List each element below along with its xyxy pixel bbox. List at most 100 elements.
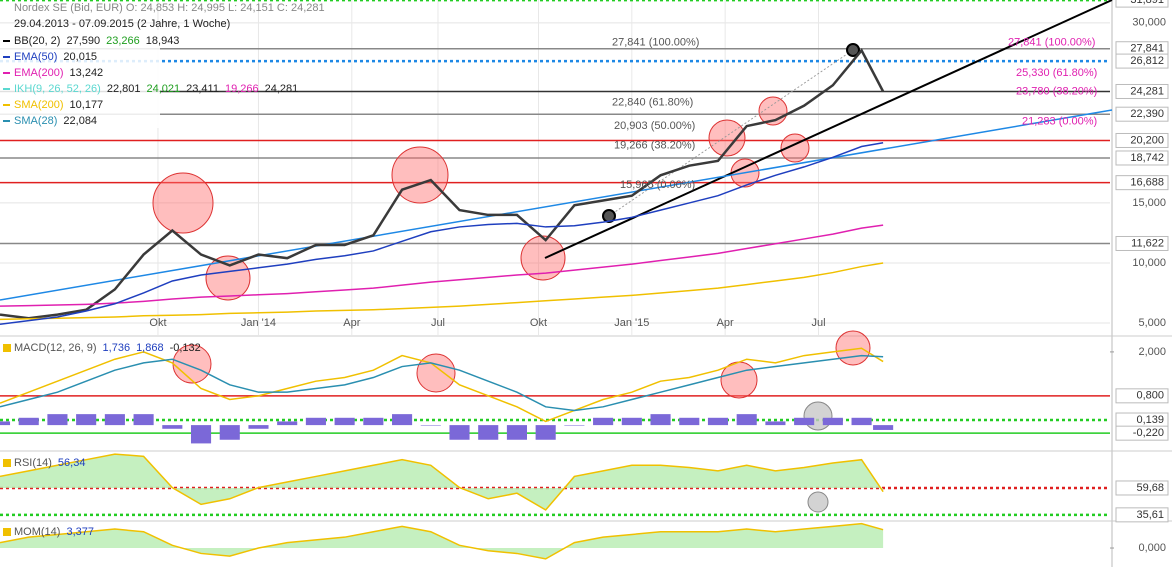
panel-title: MOM(14) (14, 526, 60, 538)
x-tick-label: Okt (149, 317, 166, 329)
fib-annotation: 20,903 (50.00%) (614, 120, 695, 132)
fib-annotation: 15,965 (0.00%) (620, 179, 695, 191)
level-label-box (1115, 53, 1169, 69)
histogram-bar (420, 425, 441, 426)
level-label: 16,688 (1130, 177, 1164, 189)
histogram-bar (765, 421, 786, 426)
level-label: 27,841 (1130, 43, 1164, 55)
histogram-bar (794, 417, 815, 426)
histogram-bar (449, 425, 470, 440)
level-label-box (1115, 0, 1169, 8)
signal-circle (803, 401, 833, 431)
level-label-box (1115, 132, 1169, 148)
level-label: 59,68 (1136, 482, 1164, 494)
legend-value: 19,266 (225, 83, 259, 95)
histogram-bar (219, 425, 240, 440)
legend-value: 3,377 (66, 526, 94, 538)
histogram-bar (851, 417, 872, 426)
legend-value: 13,242 (70, 67, 104, 79)
level-label-box (1115, 235, 1169, 251)
legend-value: 22,801 (107, 83, 141, 95)
x-tick-label: Apr (717, 317, 734, 329)
level-label-box (1115, 425, 1169, 441)
histogram-bar (707, 417, 729, 426)
legend-value: 22,084 (63, 115, 97, 127)
chart-title: Nordex SE (Bid, EUR) O: 24,853 H: 24,995… (14, 2, 325, 14)
histogram-bar (248, 425, 269, 429)
histogram-bar (392, 414, 413, 426)
histogram-bar (873, 425, 894, 430)
legend-swatch (3, 40, 10, 42)
legend-label: BB(20, 2) (14, 35, 60, 47)
histogram-bar (334, 417, 355, 426)
histogram-bar (736, 414, 757, 426)
level-label: 24,281 (1130, 85, 1164, 97)
legend-value: 20,015 (63, 51, 97, 63)
level-label: 31,891 (1130, 0, 1164, 6)
level-label: -0,220 (1133, 427, 1164, 439)
trend-line (0, 109, 1113, 301)
histogram-bar (104, 414, 125, 426)
legend-swatch (3, 528, 11, 536)
legend-label: IKH(9, 26, 52, 26) (14, 83, 101, 95)
y-tick-label: 15,000 (1132, 197, 1166, 209)
series-line (0, 347, 884, 423)
fib-annotation: 27,841 (100.00%) (612, 37, 699, 49)
fib-annotation: 27,841 (100.00%) (1008, 37, 1095, 49)
legend-label: EMA(50) (14, 51, 57, 63)
y-tick-label: 0,000 (1138, 542, 1166, 554)
legend-value: 18,943 (146, 35, 180, 47)
series-area (0, 454, 884, 510)
histogram-bar (0, 421, 11, 426)
histogram-bar (822, 417, 843, 426)
series-line (0, 354, 884, 412)
fib-annotation: 21,283 (0.00%) (1022, 115, 1097, 127)
level-label: 0,139 (1136, 414, 1164, 426)
marks (0, 48, 894, 560)
histogram-bar (506, 425, 527, 440)
level-label-box (1115, 150, 1169, 166)
histogram-bar (133, 414, 154, 426)
histogram-bar (76, 414, 97, 426)
legend-value: 1,736 (103, 342, 131, 354)
histogram-bar (162, 425, 183, 429)
y-tick-label: 30,000 (1132, 17, 1166, 29)
histogram-bar (305, 417, 326, 426)
series-line (0, 141, 884, 325)
level-label: 35,61 (1136, 509, 1164, 521)
panel-title: RSI(14) (14, 457, 52, 469)
series-line (0, 224, 884, 307)
histogram-bar (18, 417, 39, 426)
chart-subtitle: 29.04.2013 - 07.09.2015 (2 Jahre, 1 Woch… (14, 18, 230, 30)
histogram-bar (593, 417, 614, 426)
level-label-box (1115, 507, 1169, 523)
level-label-box (1115, 480, 1169, 496)
histogram-bar (478, 425, 499, 440)
level-label: 22,390 (1130, 108, 1164, 120)
y-tick-label: 2,000 (1138, 346, 1166, 358)
level-label: 0,800 (1136, 390, 1164, 402)
legend-swatch (3, 459, 11, 467)
legend-swatch (3, 72, 10, 74)
legend-value: 23,266 (106, 35, 140, 47)
fib-annotation: 22,840 (61.80%) (612, 97, 693, 109)
level-label: 11,622 (1131, 237, 1164, 249)
histogram-bar (650, 414, 671, 426)
histogram-bar (535, 425, 556, 440)
histogram-bar (190, 425, 212, 444)
signal-circle (416, 353, 456, 393)
fib-annotation: 25,330 (61.80%) (1016, 67, 1097, 79)
level-label-box (1115, 106, 1169, 122)
level-label: 18,742 (1130, 152, 1164, 164)
legend-value: 56,34 (58, 457, 86, 469)
level-label-box (1115, 388, 1169, 404)
y-tick-label: 10,000 (1132, 257, 1166, 269)
y-tick-label: 5,000 (1138, 317, 1166, 329)
legend-value: 27,590 (66, 35, 100, 47)
fib-annotation: 23,780 (38.20%) (1016, 85, 1097, 97)
anchor-point (846, 43, 860, 57)
labels: 5,000 10,000 15,000 30,000 Okt Jan '14 Apr Jul O… (3, 0, 1169, 554)
legend-box (0, 30, 160, 128)
